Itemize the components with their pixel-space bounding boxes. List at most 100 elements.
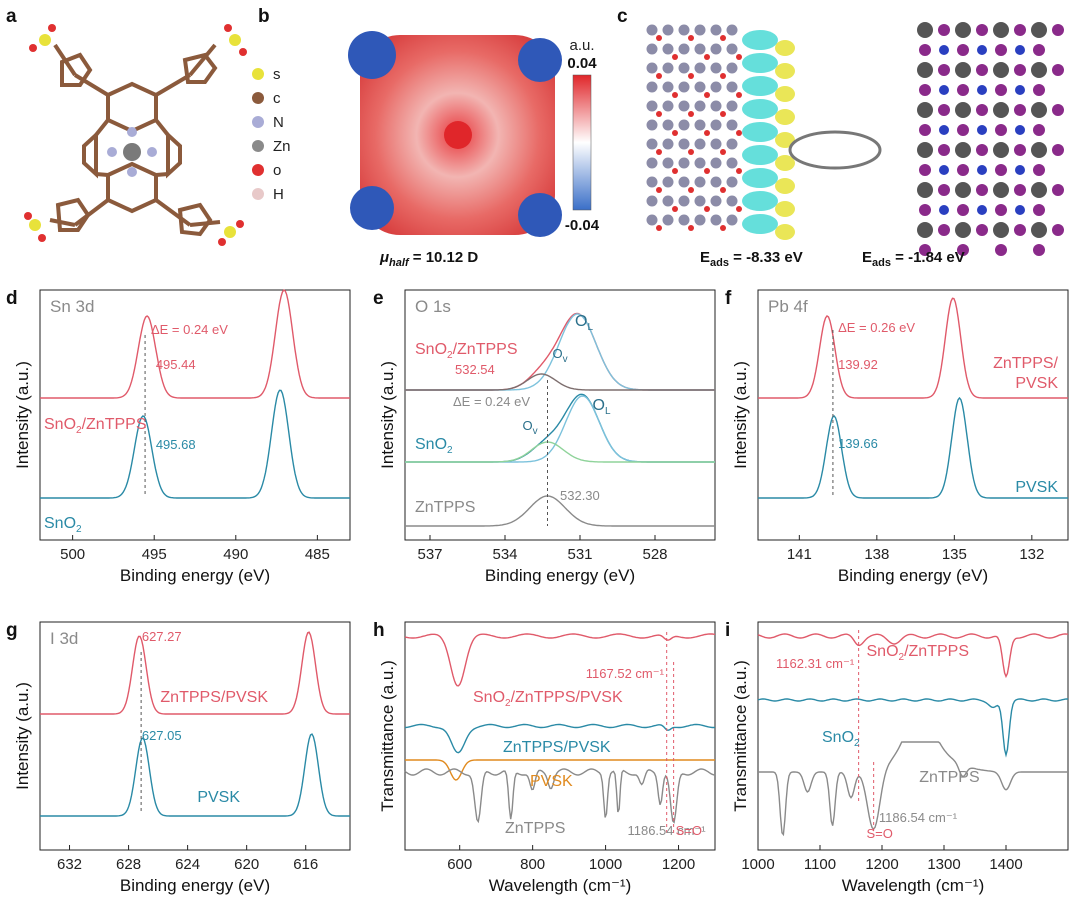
colorbar-min: -0.04	[565, 217, 600, 234]
o-atom	[704, 54, 710, 60]
sn-atom	[662, 157, 674, 169]
eads-pvsk: Eads = -1.84 eV	[862, 249, 965, 269]
legend-atom-zn	[252, 140, 264, 152]
sn-atom	[726, 138, 738, 150]
chart-panels: d 500 495 490 485 Binding energy (eV) Intensit…	[6, 288, 1069, 895]
o-atom	[688, 35, 694, 41]
i-atom	[1033, 44, 1045, 56]
pb-atom	[955, 62, 971, 78]
ma-cation	[1015, 45, 1025, 55]
series-label: SnO2	[822, 729, 860, 749]
x-tick-label: 500	[60, 546, 85, 563]
pb-atom	[955, 142, 971, 158]
iso-yellow	[775, 109, 795, 125]
sn-atom	[678, 24, 690, 36]
pb-atom	[993, 222, 1009, 238]
wavenumber-label: 1162.31 cm⁻¹	[776, 656, 855, 671]
panel-label-b: b	[258, 6, 270, 27]
sn-atom	[726, 214, 738, 226]
o-atom	[688, 73, 694, 79]
pb-atom	[955, 222, 971, 238]
sn-atom	[662, 119, 674, 131]
o-atom	[672, 92, 678, 98]
series-label: SnO2/ZnTPPS/PVSK	[473, 689, 623, 709]
ol-label: OL	[593, 397, 611, 417]
x-tick-label: 1000	[589, 856, 622, 873]
pb-atom	[917, 102, 933, 118]
peak-label: 532.54	[455, 362, 495, 377]
ma-cation	[977, 205, 987, 215]
sn-atom	[694, 100, 706, 112]
sn-atom	[694, 157, 706, 169]
sn-atom	[662, 24, 674, 36]
i-atom	[995, 204, 1007, 216]
sn-atom	[694, 43, 706, 55]
ma-cation	[977, 165, 987, 175]
panel-title: O 1s	[415, 297, 451, 316]
sn-atom	[710, 176, 722, 188]
series-line	[758, 297, 1068, 399]
sn-atom	[710, 62, 722, 74]
sn-atom	[662, 43, 674, 55]
i-atom	[995, 244, 1007, 256]
peak-label: 139.92	[838, 357, 878, 372]
panel-title: I 3d	[50, 629, 78, 648]
o-atom	[736, 92, 742, 98]
sn-atom	[694, 176, 706, 188]
sn-atom	[646, 176, 658, 188]
i-atom	[919, 204, 931, 216]
iso-yellow	[775, 40, 795, 56]
o-atom	[672, 206, 678, 212]
x-tick-label: 1300	[927, 856, 960, 873]
iso-cyan	[742, 99, 778, 119]
pb-atom	[993, 62, 1009, 78]
o-atom	[704, 92, 710, 98]
pb-atom	[993, 22, 1009, 38]
legend-label: N	[273, 114, 284, 131]
wavenumber-label: 1186.54 cm⁻¹	[879, 810, 958, 825]
legend-atom-h	[252, 188, 264, 200]
ma-cation	[939, 45, 949, 55]
series-label: SnO2/ZnTPPS	[867, 643, 969, 663]
o-atom	[688, 111, 694, 117]
series-line	[404, 633, 716, 687]
sn-atom	[694, 119, 706, 131]
y-axis-label: Transmittance (a.u.)	[731, 660, 750, 811]
x-tick-label: 1100	[804, 856, 836, 873]
sn-atom	[726, 100, 738, 112]
plot-frame	[404, 621, 716, 851]
o-atom	[656, 187, 662, 193]
sn-atom	[726, 195, 738, 207]
pb-atom	[1031, 102, 1047, 118]
i-atom	[919, 124, 931, 136]
colorbar-unit: a.u.	[569, 37, 594, 54]
i-atom	[995, 44, 1007, 56]
i-atom	[1052, 24, 1064, 36]
ma-cation	[939, 205, 949, 215]
iso-cyan	[742, 30, 778, 50]
panel-f: f 141 138 135 132 Binding energy (eV) Intensit…	[725, 288, 1069, 585]
o-atom	[656, 73, 662, 79]
i-atom	[976, 64, 988, 76]
iso-yellow	[775, 86, 795, 102]
sno2-slab	[646, 24, 742, 231]
sn-atom	[662, 214, 674, 226]
x-tick-label: 628	[116, 856, 141, 873]
panel-g: g 632 628 624 620 616 Binding energy (eV) Inten…	[6, 620, 351, 895]
i-atom	[938, 144, 950, 156]
panel-label-c: c	[617, 6, 628, 27]
sn-atom	[726, 176, 738, 188]
peak-label: 495.44	[156, 357, 196, 372]
i-atom	[957, 244, 969, 256]
pb-atom	[1031, 62, 1047, 78]
charge-density-isosurface	[742, 30, 882, 240]
esp-lobe-blue	[518, 38, 562, 82]
i-atom	[1052, 224, 1064, 236]
series-label: ZnTPPS	[415, 499, 475, 516]
i-atom	[957, 164, 969, 176]
i-atom	[938, 224, 950, 236]
series-line	[757, 633, 1069, 679]
sn-atom	[646, 81, 658, 93]
sn-atom	[678, 214, 690, 226]
sn-atom	[678, 138, 690, 150]
